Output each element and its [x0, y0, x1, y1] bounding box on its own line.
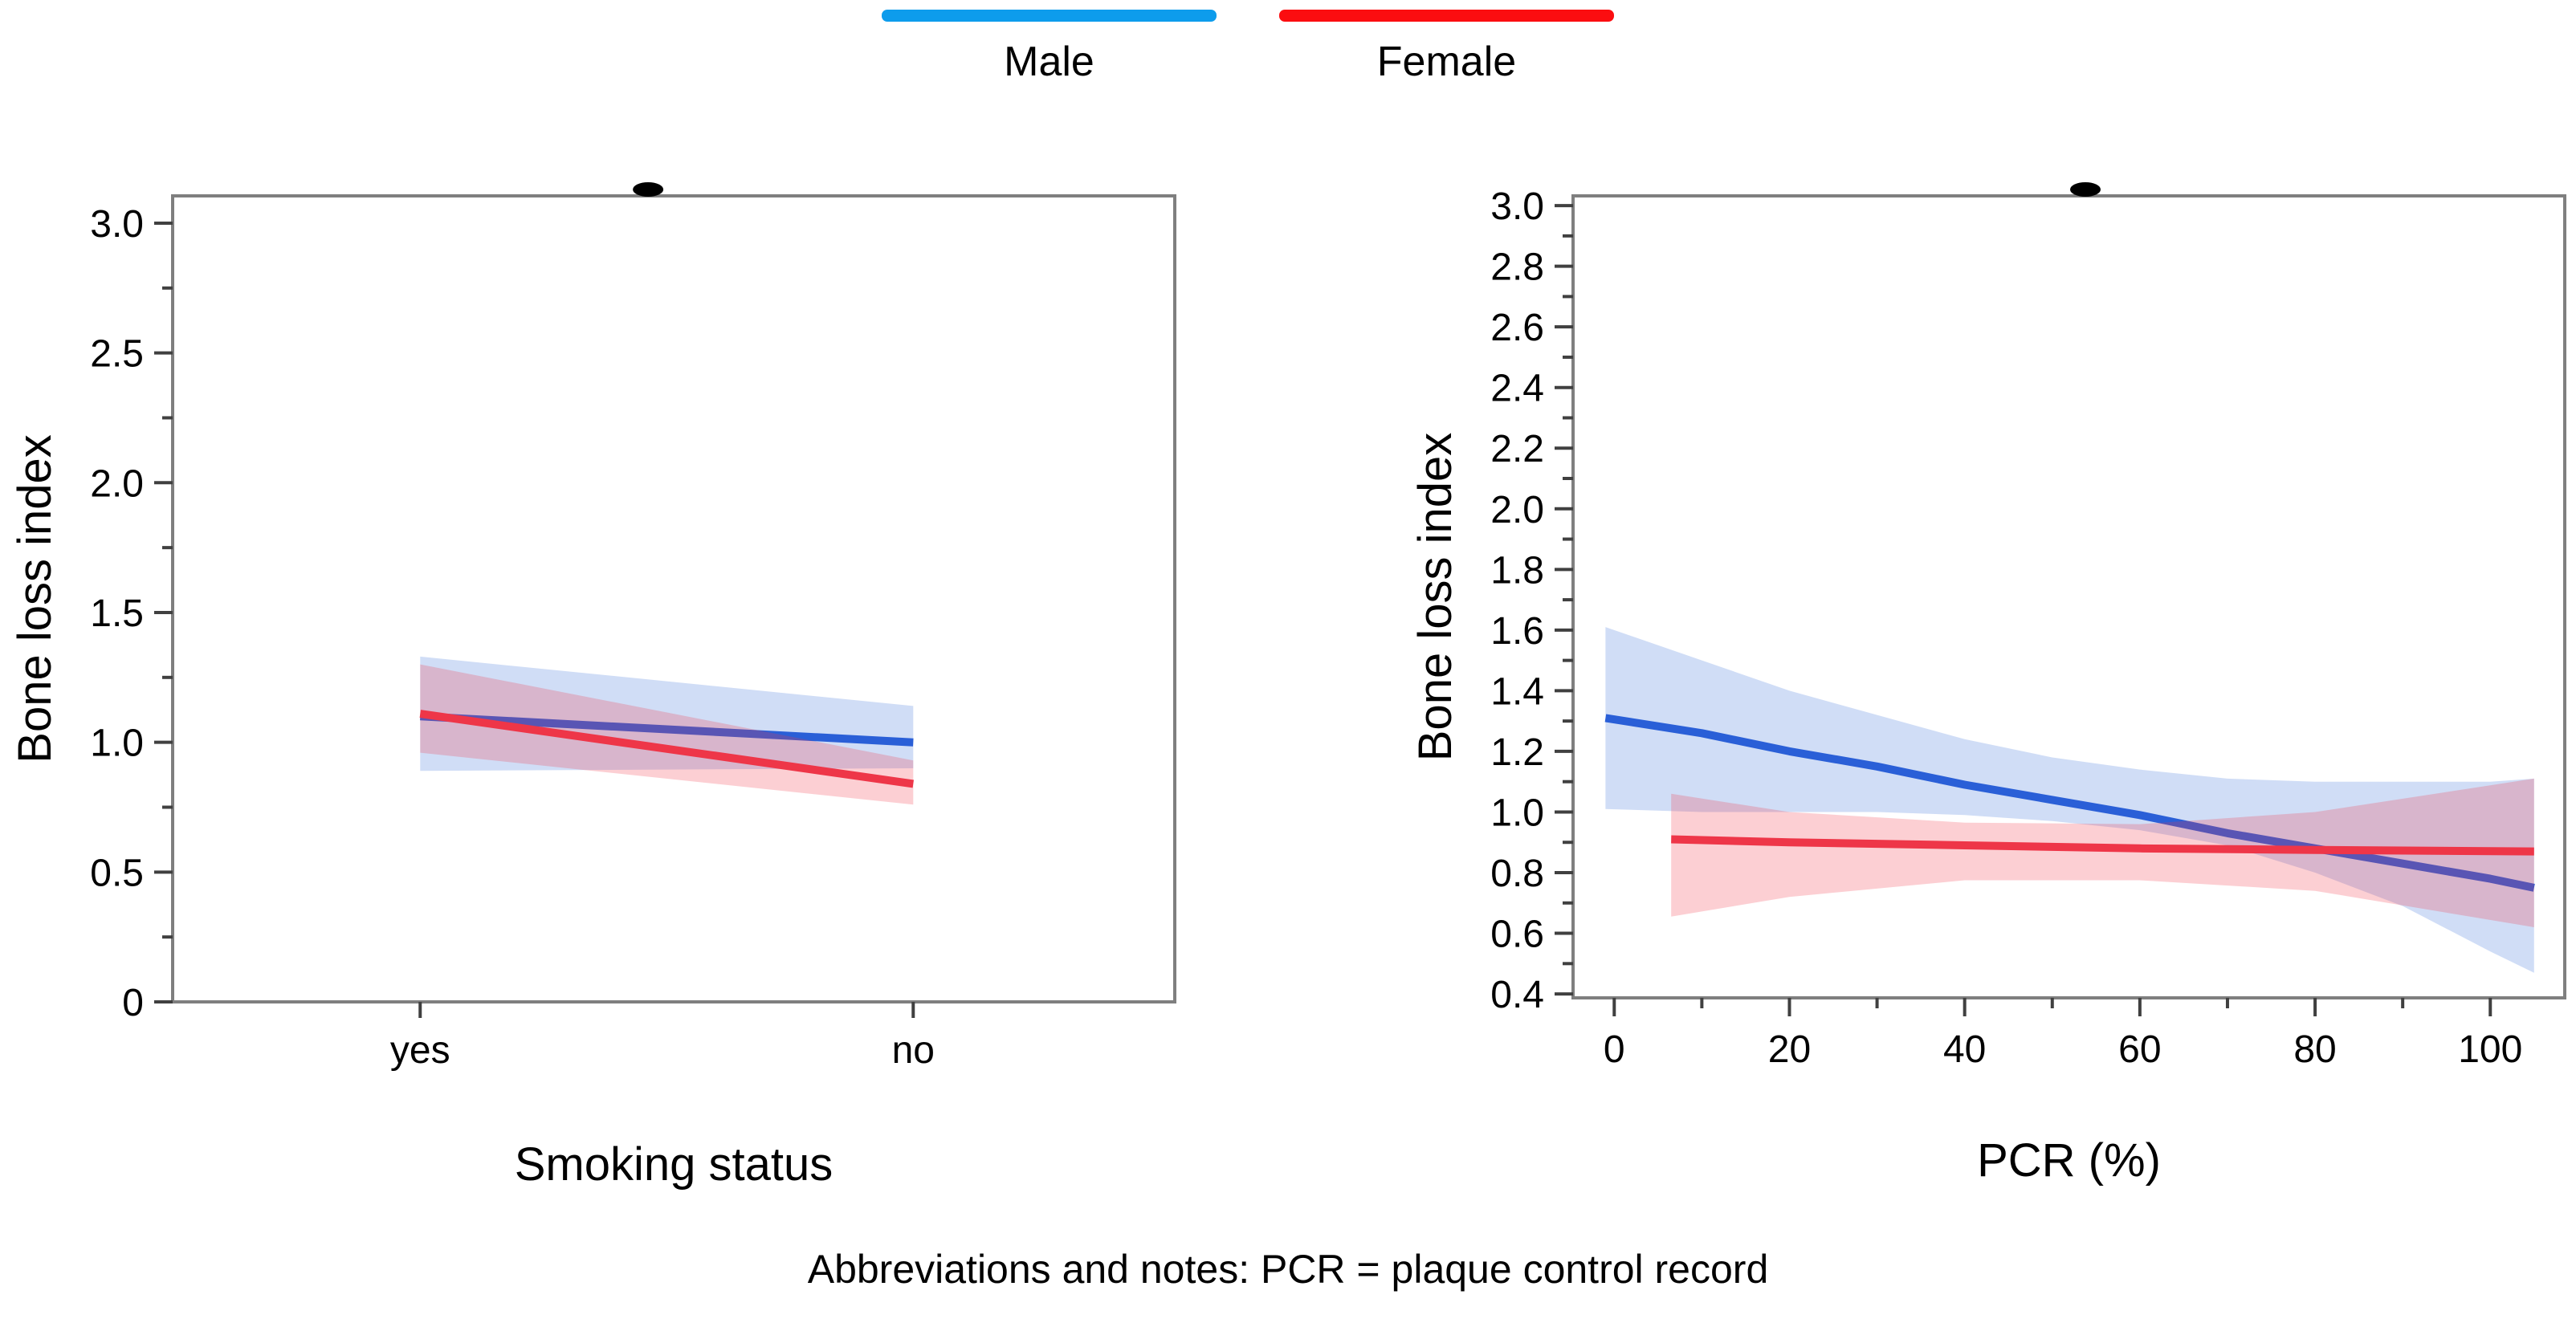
y-tick-label: 1.6: [1490, 610, 1544, 653]
panel-border: [1571, 194, 2566, 999]
legend-label-male: Male: [1004, 39, 1094, 85]
legend-label-female: Female: [1376, 39, 1517, 85]
panel-pcr: 0.4 0.6 0.8 1.0 1.2 1.4 1.6 1.8 2.0 2.2 2.4 2.6 2.8 3…: [1409, 182, 2566, 1187]
x-axis-title: Smoking status: [515, 1138, 834, 1191]
y-tick-label: 1.2: [1490, 731, 1544, 774]
y-tick-label: 2.0: [90, 462, 144, 505]
y-tick-label: 1.4: [1490, 670, 1544, 713]
x-tick-label: yes: [390, 1029, 450, 1072]
y-tick-label: 0.4: [1490, 974, 1544, 1016]
x-tick-label: 80: [2293, 1028, 2336, 1071]
x-axis-ticks: 0 20 40 60 80 100: [1604, 998, 2522, 1071]
y-tick-label: 2.2: [1490, 428, 1544, 470]
x-tick-label: 40: [1943, 1028, 1986, 1071]
y-tick-label: 2.0: [1490, 489, 1544, 531]
x-tick-label: 100: [2458, 1028, 2522, 1071]
y-tick-label: 2.5: [90, 333, 144, 376]
y-axis-title: Bone loss index: [9, 434, 61, 763]
cropped-title-glyph: [2070, 182, 2101, 197]
x-axis-ticks: yes no: [390, 1002, 935, 1072]
y-tick-label: 1.5: [90, 592, 144, 635]
y-tick-label: 1.8: [1490, 549, 1544, 592]
y-tick-label: 2.8: [1490, 246, 1544, 289]
x-tick-label: 20: [1768, 1028, 1811, 1071]
trend-line-male: [1604, 714, 2535, 892]
y-axis-title: Bone loss index: [1409, 433, 1461, 761]
confidence-band-male: [420, 656, 914, 771]
y-tick-label: 0.5: [90, 852, 144, 894]
male-line-swatch: [882, 10, 1217, 22]
legend-item-female: Female: [1279, 10, 1614, 85]
trend-line-female: [1671, 835, 2534, 856]
y-tick-label: 1.0: [90, 723, 144, 765]
y-tick-label: 2.6: [1490, 307, 1544, 349]
y-tick-label: 0.6: [1490, 914, 1544, 956]
legend: Male Female: [882, 10, 1614, 85]
panel-smoking: 0 0.5 1.0 1.5 2.0 2.5 3.0 yes no Bone loss index S…: [9, 182, 1176, 1191]
y-tick-label: 0.8: [1490, 853, 1544, 895]
y-axis-ticks: 0.4 0.6 0.8 1.0 1.2 1.4 1.6 1.8 2.0 2.2 2.4 2.6 2.8 3…: [1490, 185, 1573, 1016]
x-tick-label: 60: [2118, 1028, 2161, 1071]
y-tick-label: 2.4: [1490, 368, 1544, 410]
female-line-swatch: [1279, 10, 1614, 22]
legend-item-male: Male: [882, 10, 1217, 85]
panel-border: [171, 194, 1176, 1003]
y-tick-label: 3.0: [90, 203, 144, 246]
abbreviations-note: Abbreviations and notes: PCR = plaque co…: [807, 1247, 1769, 1292]
trend-line-female: [419, 710, 915, 788]
confidence-band-female: [1671, 778, 2534, 927]
x-axis-title: PCR (%): [1977, 1134, 2161, 1187]
x-tick-label: 0: [1604, 1028, 1625, 1071]
y-tick-label: 1.0: [1490, 792, 1544, 834]
y-tick-label: 0: [122, 982, 144, 1024]
x-tick-label: no: [892, 1029, 935, 1072]
y-axis-ticks: 0 0.5 1.0 1.5 2.0 2.5 3.0: [90, 203, 173, 1024]
y-tick-label: 3.0: [1490, 185, 1544, 228]
cropped-title-glyph: [633, 182, 664, 197]
trend-line-male: [420, 712, 914, 747]
